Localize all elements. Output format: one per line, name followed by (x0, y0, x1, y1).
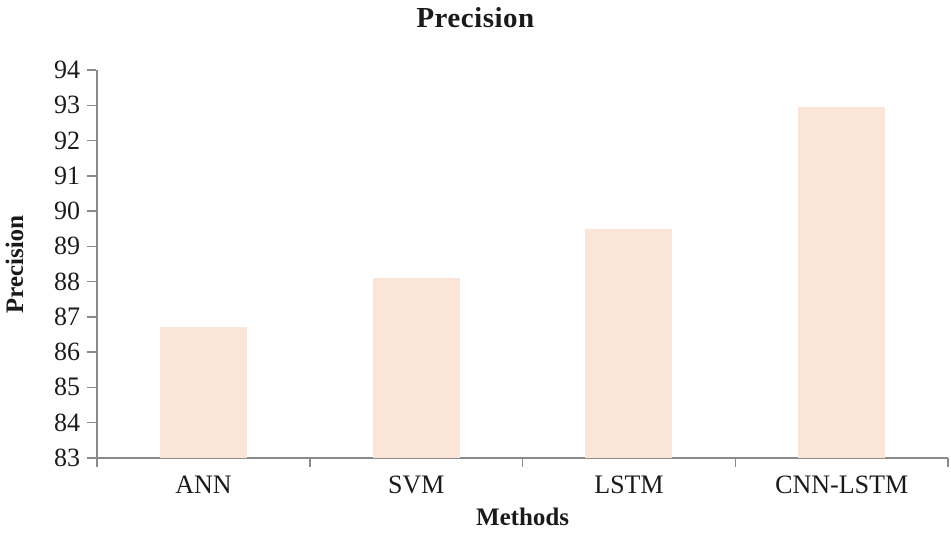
y-tick-label-84: 84 (54, 407, 80, 437)
chart-title: Precision (416, 2, 535, 34)
y-tick-label-87: 87 (54, 301, 80, 331)
y-tick-label-92: 92 (54, 125, 80, 155)
y-tick-label-94: 94 (54, 55, 80, 84)
bar-lstm (585, 228, 673, 458)
y-tick-mark-88 (87, 280, 96, 283)
y-tick-mark-86 (87, 351, 96, 353)
bar-cnn-lstm (798, 107, 886, 458)
y-tick-mark-94 (87, 69, 96, 71)
y-tick-label-90: 90 (54, 196, 80, 226)
y-tick-label-91: 91 (54, 160, 80, 190)
x-axis-line (96, 457, 948, 459)
y-tick-mark-85 (87, 386, 96, 389)
y-tick-label-85: 85 (54, 372, 80, 402)
y-tick-mark-89 (87, 245, 96, 248)
y-tick-mark-83 (87, 457, 96, 459)
y-axis-line (96, 70, 98, 458)
x-tick-label-lstm: LSTM (594, 470, 664, 499)
x-axis-title: Methods (475, 504, 570, 531)
bar-ann (159, 327, 247, 458)
y-tick-mark-92 (87, 139, 96, 142)
x-tick-label-svm: SVM (387, 470, 445, 499)
x-tick-label-ann: ANN (175, 470, 232, 499)
x-tick-mark-0 (96, 458, 98, 467)
x-tick-mark-1 (309, 458, 311, 467)
x-tick-mark-3 (734, 458, 736, 467)
y-tick-label-89: 89 (54, 231, 80, 261)
y-tick-label-88: 88 (54, 266, 80, 296)
bar-svm (372, 278, 460, 458)
y-tick-mark-87 (87, 316, 96, 318)
x-tick-mark-4 (947, 458, 949, 467)
plot-area (87, 69, 949, 467)
y-tick-mark-91 (87, 175, 96, 177)
x-tick-label-cnn-lstm: CNN-LSTM (775, 470, 909, 499)
y-tick-mark-90 (87, 210, 96, 212)
y-tick-label-93: 93 (54, 90, 80, 120)
y-axis-title: Precision (2, 214, 29, 314)
y-tick-label-86: 86 (54, 337, 80, 367)
y-tick-mark-93 (87, 104, 96, 107)
x-tick-mark-2 (521, 458, 524, 467)
y-tick-label-83: 83 (54, 443, 80, 472)
y-tick-mark-84 (87, 421, 96, 424)
